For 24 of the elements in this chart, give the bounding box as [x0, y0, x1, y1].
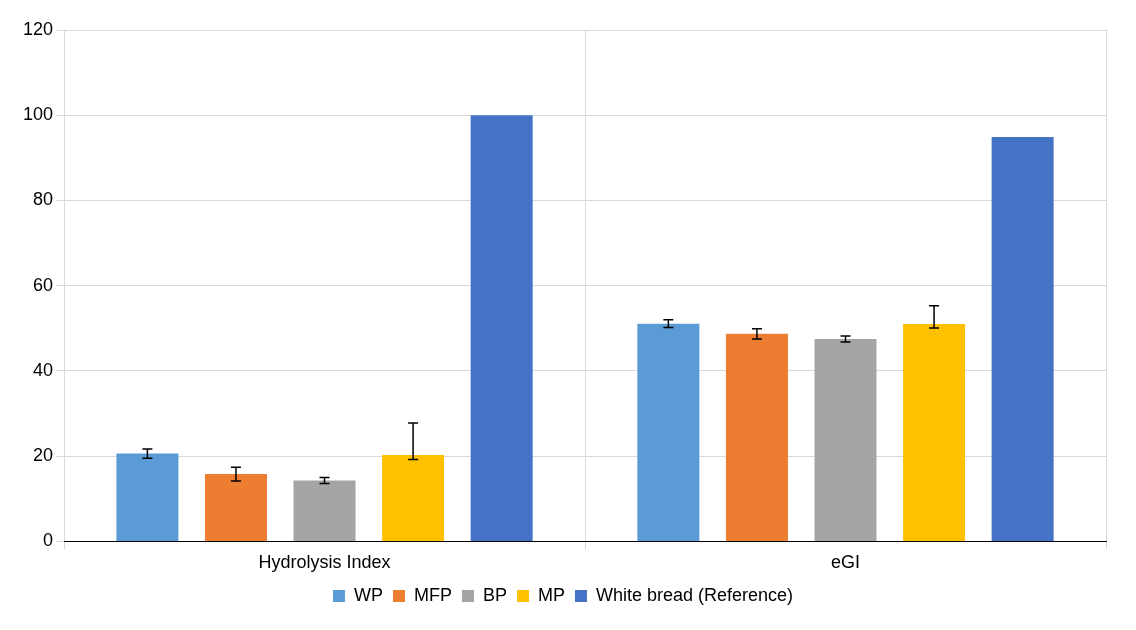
- bar: [725, 333, 788, 541]
- legend-label: WP: [353, 584, 383, 605]
- bar: [991, 136, 1054, 541]
- x-tick-label: eGI: [831, 552, 861, 573]
- legend-label: White bread (Reference): [595, 584, 794, 605]
- bar: [637, 323, 700, 541]
- x-tick-label: Hydrolysis Index: [258, 552, 391, 573]
- y-tick-label: 40: [33, 359, 54, 380]
- bar: [382, 454, 445, 541]
- y-tick-label: 60: [33, 274, 54, 295]
- bar: [293, 480, 356, 541]
- y-tick-label: 80: [33, 189, 54, 210]
- bar: [116, 453, 179, 541]
- y-tick-label: 120: [22, 18, 54, 39]
- bar: [470, 115, 533, 541]
- legend-label: MFP: [413, 584, 452, 605]
- bar: [903, 324, 966, 541]
- legend-label: MP: [537, 584, 565, 605]
- y-tick-label: 20: [33, 445, 54, 466]
- bar: [814, 338, 877, 541]
- y-tick-label: 0: [43, 530, 54, 551]
- y-tick-label: 100: [22, 104, 54, 125]
- legend-label: BP: [482, 584, 507, 605]
- bar: [204, 474, 267, 541]
